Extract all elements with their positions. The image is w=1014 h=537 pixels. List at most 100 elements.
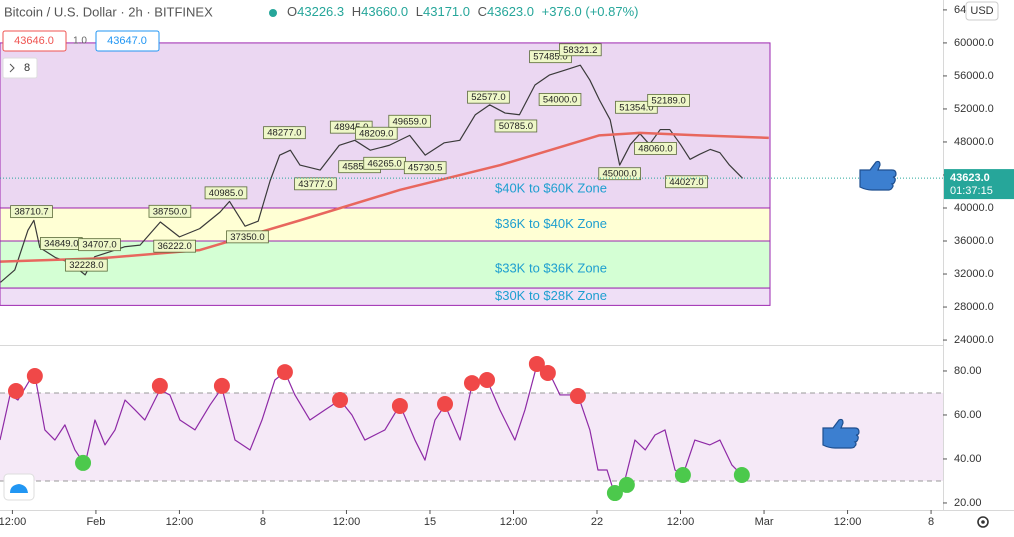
price-annotation-label: 40985.0: [209, 188, 243, 199]
price-annotation: [538, 93, 582, 106]
x-tick-label: 8: [928, 516, 934, 528]
x-tick-label: Feb: [86, 516, 105, 528]
rsi-marker: [539, 364, 556, 381]
ask-price[interactable]: 43647.0: [107, 35, 147, 47]
gear-hub: [981, 520, 985, 524]
price-annotation-label: 34707.0: [82, 240, 116, 251]
rsi-marker: [7, 382, 24, 399]
price-annotation: [388, 114, 431, 128]
price-annotation: [354, 126, 398, 140]
price-annotation: [598, 167, 641, 181]
y-tick-label: 24000.0: [954, 334, 994, 346]
indicator-count[interactable]: 8: [24, 62, 30, 74]
widget-button[interactable]: [3, 473, 35, 501]
zone: [0, 42, 771, 209]
rsi-pane: [0, 355, 943, 502]
price-annotation-label: 52577.0: [471, 92, 505, 103]
rsi-marker: [606, 485, 623, 502]
price-annotation-label: 48945.0: [334, 122, 368, 133]
rsi-marker: [332, 392, 349, 409]
spread: 1.0: [73, 36, 87, 47]
zone-label: $36K to $40K Zone: [495, 216, 607, 231]
price-annotation: [467, 90, 510, 104]
price-annotation: [494, 119, 538, 133]
series-line: [0, 131, 769, 263]
ohlc-key: L: [416, 4, 423, 19]
widget-glyph: [10, 484, 28, 493]
price-annotation-label: 38750.0: [153, 206, 187, 217]
rsi-marker: [26, 368, 43, 385]
rsi-marker: [463, 375, 480, 392]
buy-button[interactable]: [95, 30, 160, 52]
price-annotation-label: 32228.0: [69, 260, 103, 271]
x-tick-label: 12:00: [834, 516, 862, 528]
price-annotation-label: 57485.0: [533, 52, 567, 63]
y-tick-label: 36000.0: [954, 235, 994, 247]
price-annotation-label: 50785.0: [499, 121, 533, 132]
rsi-marker: [733, 467, 750, 484]
ohlc-value: 43623.0: [487, 4, 534, 19]
price-annotation: [148, 204, 192, 218]
price-annotation-label: 45000.0: [603, 169, 637, 180]
countdown: 01:37:15: [950, 185, 993, 197]
rsi-marker: [151, 377, 168, 394]
currency[interactable]: USD: [970, 5, 993, 17]
y-tick-label: 52000.0: [954, 103, 994, 115]
x-tick-label: 15: [424, 516, 436, 528]
y-tick-label: 32000.0: [954, 268, 994, 280]
zone-label: $40K to $60K Zone: [495, 180, 607, 195]
ohlc-value: 43171.0: [423, 4, 470, 19]
price-annotation-label: 45730.5: [408, 163, 442, 174]
price-annotation-label: 51354.0: [619, 102, 653, 113]
sell-button[interactable]: [2, 30, 67, 52]
x-tick-label: 8: [260, 516, 266, 528]
hand-shape: [859, 160, 897, 191]
price-pane: $40K to $60K Zone $36K to $40K Zone $33K t…: [0, 42, 943, 306]
zone: [0, 287, 771, 306]
indicators-toggle[interactable]: [2, 57, 38, 79]
zone-label: $30K to $28K Zone: [495, 288, 607, 303]
status-dot: [269, 9, 277, 17]
chevron-icon: [9, 63, 15, 73]
price-annotation: [403, 161, 447, 175]
price-annotation-label: 52189.0: [651, 95, 685, 106]
rsi-marker: [391, 397, 408, 414]
price-annotation-label: 45850.0: [342, 162, 376, 173]
price-annotation-label: 48209.0: [359, 128, 393, 139]
rsi-marker: [276, 364, 293, 381]
axes: 24000.028000.032000.036000.040000.044000…: [0, 4, 1014, 528]
rsi-marker: [75, 454, 92, 471]
last-price: 43623.0: [950, 172, 990, 184]
price-annotation: [226, 230, 269, 244]
price-annotation: [153, 239, 196, 253]
y-tick-label: 80.00: [954, 365, 982, 377]
y-tick-label: 56000.0: [954, 70, 994, 82]
y-tick-label: 60.00: [954, 409, 982, 421]
price-annotation: [65, 258, 108, 272]
price-annotation-label: 38710.7: [14, 207, 48, 218]
hand-icon: [859, 160, 897, 191]
ohlc-key: O: [287, 4, 297, 19]
y-tick-label: 48000.0: [954, 136, 994, 148]
price-annotation-label: 44027.0: [669, 177, 703, 188]
price-annotation-label: 34849.0: [44, 239, 78, 250]
price-annotation-label: 36222.0: [157, 241, 191, 252]
currency-button[interactable]: [965, 1, 999, 21]
price-annotation: [204, 186, 248, 200]
y-tick-label: 40.00: [954, 453, 982, 465]
zone: [0, 240, 771, 289]
x-tick-label: 12:00: [500, 516, 528, 528]
price-annotation-label: 43777.0: [298, 179, 332, 190]
ohlc-key: H: [352, 4, 361, 19]
price-annotation: [665, 175, 708, 189]
bid-price[interactable]: 43646.0: [14, 35, 54, 47]
x-tick-label: Mar: [755, 516, 774, 528]
price-annotation-label: 48277.0: [267, 128, 301, 139]
zone-label: $33K to $36K Zone: [495, 260, 607, 275]
settings-icon[interactable]: [977, 516, 989, 528]
price-annotation: [559, 43, 602, 57]
symbol: Bitcoin / U.S. Dollar · 2h · BITFINEX: [4, 4, 213, 19]
hand-shape: [822, 418, 860, 449]
price-annotation: [78, 238, 121, 252]
x-tick-label: 12:00: [166, 516, 194, 528]
